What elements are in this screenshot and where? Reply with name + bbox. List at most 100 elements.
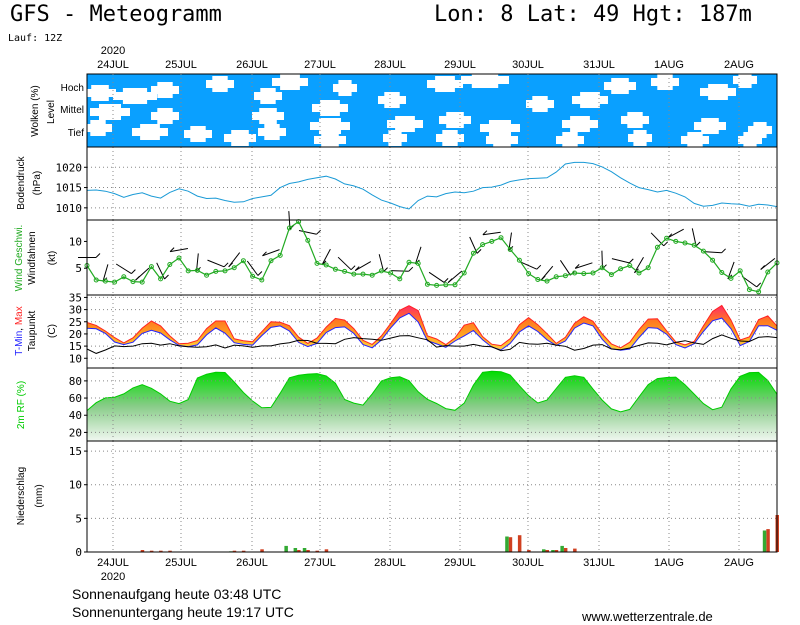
cloud-patch bbox=[532, 96, 548, 112]
wind-barb bbox=[482, 231, 501, 236]
wind-barb-flag bbox=[408, 266, 414, 272]
wind-barb-flag bbox=[760, 265, 766, 270]
precip-bar bbox=[149, 550, 154, 552]
wind-speed-point bbox=[397, 276, 403, 282]
axis-label-part: (hPa) bbox=[32, 171, 43, 195]
wind-speed-point bbox=[204, 272, 210, 278]
convective-precip-bar bbox=[551, 550, 555, 552]
cloud-patch bbox=[122, 88, 148, 104]
wind-speed-point bbox=[360, 271, 366, 277]
convective-precip-bar bbox=[302, 548, 307, 552]
wind-speed-point bbox=[342, 268, 348, 274]
wind-speed-point bbox=[516, 257, 522, 263]
wind-barb bbox=[246, 260, 259, 276]
wind-speed-point bbox=[682, 240, 688, 246]
convective-precip-bar bbox=[762, 530, 767, 552]
wind-speed-point bbox=[434, 282, 440, 288]
wind-speed-point bbox=[737, 268, 743, 274]
axis-label-part: 2m RF (%) bbox=[16, 381, 27, 429]
wind-speed-point bbox=[535, 277, 541, 282]
precip-bar bbox=[573, 548, 577, 552]
dewpoint-line bbox=[86, 334, 778, 354]
wind-speed-point bbox=[250, 273, 256, 279]
wind-barb bbox=[741, 275, 757, 288]
date-label-top: 25JUL bbox=[165, 59, 197, 71]
wind-speed-point bbox=[112, 279, 118, 285]
axis-label-part: T-Min bbox=[14, 331, 25, 356]
wind-speed-point bbox=[185, 268, 191, 274]
run-label: Lauf: 12Z bbox=[8, 33, 63, 44]
cloud-patch bbox=[493, 132, 511, 148]
precip-bar bbox=[140, 550, 145, 552]
axis-label-part: (C) bbox=[47, 324, 58, 338]
date-label-bottom: 1AUG bbox=[654, 557, 684, 569]
wind-speed-point bbox=[461, 270, 467, 276]
wind-barb-flag bbox=[262, 251, 267, 257]
wind-barb-flag bbox=[540, 275, 546, 281]
date-label-bottom: 24JUL bbox=[97, 557, 129, 569]
wind-speed-point bbox=[618, 266, 624, 272]
axis-label: T-Min, Max bbox=[14, 306, 25, 355]
y-tick-label: 80 bbox=[69, 375, 82, 388]
cloud-patch bbox=[319, 118, 341, 134]
wind-speed-point bbox=[654, 244, 660, 250]
wind-speed-point bbox=[746, 287, 752, 293]
wind-speed-point bbox=[480, 242, 486, 248]
wind-barb-flag bbox=[354, 266, 360, 271]
cloud-patch bbox=[701, 118, 719, 134]
wind-speed-point bbox=[268, 258, 274, 264]
wind-barb-flag bbox=[169, 247, 175, 252]
cloud-patch bbox=[338, 80, 352, 96]
wind-speed-point bbox=[148, 264, 154, 270]
cloud-patch bbox=[657, 74, 673, 90]
wind-barb-flag bbox=[482, 230, 488, 236]
y-tick-label: 5 bbox=[75, 262, 82, 275]
date-label-bottom: 2AUG bbox=[724, 557, 754, 569]
date-label-bottom: 25JUL bbox=[165, 557, 197, 569]
y-tick-label: 10 bbox=[69, 479, 82, 492]
precip-bar bbox=[554, 550, 559, 552]
wind-barb-flag bbox=[756, 282, 762, 288]
wind-speed-point bbox=[424, 281, 430, 287]
wind-speed-point bbox=[489, 238, 495, 244]
cloud-patch bbox=[231, 130, 249, 146]
wind-speed-point bbox=[286, 225, 292, 231]
axis-label: (kt) bbox=[47, 251, 58, 265]
cloud-patch bbox=[140, 124, 160, 140]
credit-link[interactable]: www.wetterzentrale.de bbox=[582, 609, 713, 624]
y-tick-label: 1020 bbox=[56, 161, 83, 174]
cloud-patch bbox=[384, 92, 400, 108]
convective-precip-bar bbox=[505, 536, 509, 552]
date-label-bottom: 26JUL bbox=[236, 557, 268, 569]
axis-label-part: Windfahnen bbox=[27, 231, 38, 284]
wind-barb-flag bbox=[228, 262, 234, 268]
date-label-bottom: 27JUL bbox=[304, 557, 336, 569]
date-label-bottom: 29JUL bbox=[444, 557, 476, 569]
axis-label-part: Taupunkt bbox=[27, 310, 38, 351]
precip-bar bbox=[508, 537, 513, 552]
cloud-patch bbox=[259, 108, 277, 124]
y-tick-label: 25 bbox=[69, 316, 82, 329]
wind-barb-flag bbox=[135, 275, 140, 281]
y-tick-label: 20 bbox=[69, 328, 82, 341]
wind-speed-point bbox=[443, 282, 449, 288]
precip-bar bbox=[517, 535, 522, 552]
precip-bar bbox=[545, 550, 549, 552]
wind-speed-point bbox=[314, 260, 320, 266]
wind-speed-point bbox=[93, 277, 99, 283]
wind-barb bbox=[156, 262, 165, 280]
cloud-patch bbox=[753, 122, 767, 138]
cloud-patch bbox=[633, 130, 647, 146]
cloud-patch bbox=[190, 126, 206, 142]
convective-precip-bar bbox=[293, 548, 298, 552]
wind-speed-line bbox=[86, 220, 778, 293]
wind-speed-point bbox=[691, 242, 697, 248]
cloud-patch bbox=[738, 72, 752, 88]
year-label-bottom: 2020 bbox=[101, 571, 125, 583]
year-label-top: 2020 bbox=[101, 45, 125, 57]
cloud-patch bbox=[212, 76, 228, 92]
wind-barb-flag bbox=[695, 241, 701, 247]
wind-speed-point bbox=[415, 260, 421, 266]
y-tick-label: 10 bbox=[69, 352, 82, 365]
axis-label-part: (mm) bbox=[34, 484, 45, 507]
